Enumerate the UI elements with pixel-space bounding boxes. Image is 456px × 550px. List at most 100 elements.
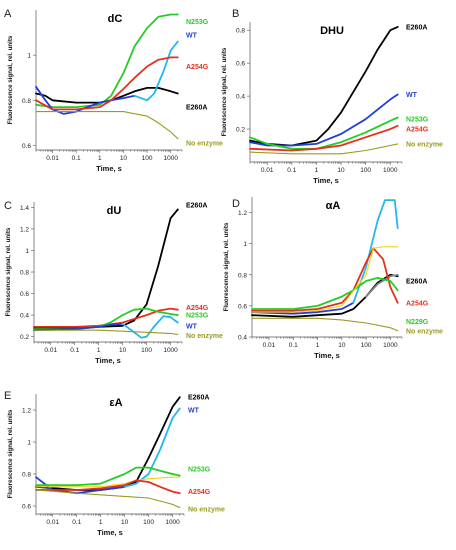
panel-letter: D — [232, 198, 240, 210]
y-axis-label: Fluorescence signal, rel. units — [7, 35, 14, 124]
series-label: WT — [186, 323, 198, 330]
series-line-black — [33, 208, 179, 329]
x-tick-label: 10 — [337, 167, 345, 174]
y-tick-label: 1 — [27, 53, 31, 60]
y-tick-label: 0.8 — [236, 28, 245, 35]
series-label: E260A — [406, 279, 427, 286]
series-line-olive — [35, 489, 181, 509]
x-tick-label: 1 — [316, 342, 320, 349]
series-label: N253G — [406, 117, 429, 124]
x-tick-label: 10 — [338, 342, 346, 349]
series-line-green — [251, 277, 399, 310]
y-tick-label: 0.8 — [20, 270, 29, 277]
y-tick-label: 0.8 — [22, 472, 31, 479]
series-label: WT — [406, 92, 418, 99]
x-tick-label: 0.01 — [261, 167, 274, 174]
series-line-black — [251, 273, 399, 318]
series-line-cyan — [352, 199, 399, 304]
panel-title: DHU — [320, 25, 344, 37]
x-tick-label: 1000 — [163, 155, 178, 162]
series-line-olive — [249, 143, 399, 155]
x-tick-label: 0.1 — [72, 155, 81, 162]
series-label: A254G — [406, 127, 429, 134]
x-axis-label: Time, s — [314, 351, 340, 360]
x-axis-label: Time, s — [96, 164, 122, 173]
y-tick-label: 0.4 — [238, 335, 247, 342]
x-tick-label: 1000 — [383, 167, 398, 174]
x-tick-label: 1 — [98, 155, 102, 162]
x-tick-label: 1000 — [165, 519, 180, 526]
y-tick-label: 0.8 — [22, 98, 31, 105]
series-line-green — [249, 116, 399, 150]
x-tick-label: 0.1 — [289, 342, 298, 349]
y-tick-label: 0.6 — [22, 143, 31, 150]
x-tick-label: 0.01 — [263, 342, 276, 349]
series-label: A254G — [186, 64, 209, 71]
series-line-cyan — [121, 315, 179, 339]
panel-title: dC — [108, 13, 123, 25]
y-tick-label: 0.2 — [20, 334, 29, 341]
x-tick-label: 0.1 — [70, 347, 79, 354]
panel-letter: B — [232, 8, 239, 20]
y-tick-label: 0.6 — [238, 303, 247, 310]
series-line-blue — [35, 85, 136, 115]
panel-title: εA — [109, 397, 122, 409]
series-line-green — [35, 13, 179, 108]
y-tick-label: 0.2 — [236, 127, 245, 134]
series-line-blue — [249, 93, 399, 147]
y-tick-label: 1.2 — [20, 226, 29, 233]
y-tick-label: 1 — [27, 440, 31, 447]
series-label: N229G — [406, 319, 429, 326]
x-axis-label: Time, s — [95, 356, 121, 365]
x-tick-label: 0.01 — [46, 155, 59, 162]
series-line-olive — [33, 329, 179, 336]
x-tick-label: 1 — [97, 347, 101, 354]
x-tick-label: 0.01 — [46, 519, 59, 526]
series-line-blue — [251, 301, 355, 315]
series-label: A254G — [186, 305, 209, 312]
x-tick-label: 10 — [120, 155, 128, 162]
series-line-red — [249, 124, 399, 152]
series-line-cyan — [133, 40, 179, 102]
panel-letter: E — [4, 390, 11, 402]
series-line-olive — [35, 111, 179, 140]
series-label: No enzyme — [188, 507, 225, 514]
y-axis-label: Fluorescence signal, rel. units — [7, 409, 14, 498]
y-axis-label: Fluorescence signal, rel. units — [5, 227, 12, 316]
series-label: No enzyme — [186, 141, 223, 148]
panel-title: dU — [107, 205, 122, 217]
x-tick-label: 1000 — [163, 347, 178, 354]
series-line-black — [35, 87, 179, 104]
y-tick-label: 1.2 — [238, 210, 247, 217]
y-tick-label: 0.8 — [238, 272, 247, 279]
x-tick-label: 100 — [141, 347, 152, 354]
y-tick-label: 1 — [243, 241, 247, 248]
x-tick-label: 1 — [315, 167, 319, 174]
series-line-cyan — [123, 407, 181, 488]
x-tick-label: 10 — [121, 519, 129, 526]
series-label: WT — [186, 32, 198, 39]
panel-letter: C — [4, 200, 12, 212]
series-label: No enzyme — [186, 333, 223, 340]
series-label: A254G — [188, 489, 211, 496]
series-label: No enzyme — [406, 141, 443, 148]
x-tick-label: 1 — [99, 519, 103, 526]
panel-letter: A — [4, 8, 12, 20]
x-tick-label: 0.1 — [72, 519, 81, 526]
y-axis-label: Fluorescence signal, rel. units — [223, 222, 230, 311]
x-tick-label: 0.1 — [287, 167, 296, 174]
series-line-red — [251, 247, 399, 312]
x-tick-label: 100 — [360, 167, 371, 174]
x-tick-label: 100 — [142, 155, 153, 162]
series-label: E260A — [186, 105, 207, 112]
series-line-red — [35, 479, 181, 495]
panel-title: αA — [326, 200, 341, 212]
y-tick-label: 1.2 — [22, 408, 31, 415]
series-label: E260A — [188, 395, 209, 402]
y-tick-label: 0.4 — [20, 313, 29, 320]
y-tick-label: 0.4 — [236, 94, 245, 101]
x-axis-label: Time, s — [313, 176, 339, 185]
x-axis-label: Time, s — [97, 528, 123, 537]
series-line-yellow — [251, 246, 399, 313]
